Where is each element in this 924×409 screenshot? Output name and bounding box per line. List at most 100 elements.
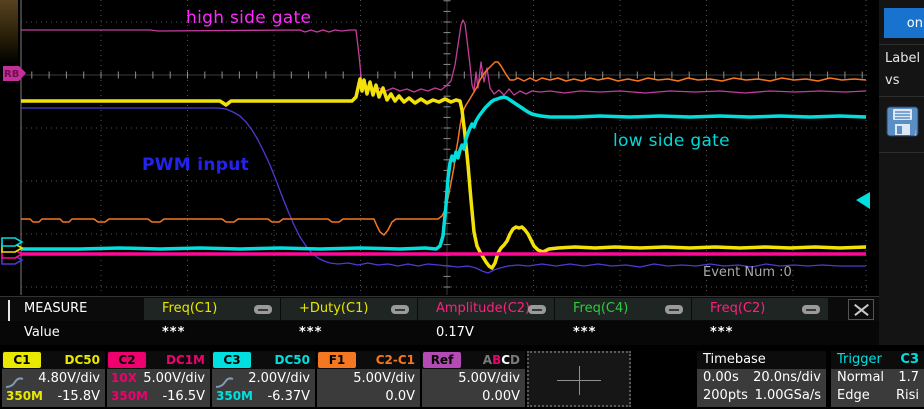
measure-cell-freq-c1[interactable]: Freq(C1) [144, 298, 280, 320]
c2-badge: C2 [108, 352, 146, 368]
ref-b-position-marker[interactable]: RB [3, 66, 26, 81]
timebase-samplerate: 1.00GSa/s [754, 388, 821, 403]
trace-c1-high-gate-drive [21, 77, 867, 270]
timebase-points: 200pts [703, 388, 748, 403]
timebase-scale: 20.0ns/div [753, 370, 821, 385]
measure-value: *** [299, 325, 323, 340]
ref-offset: 0.00V [482, 389, 520, 404]
measure-value: 0.17V [436, 325, 474, 340]
measure-cell-freq-c2[interactable]: Freq(C2) [692, 298, 828, 320]
ref-slots: ABCD [483, 351, 520, 369]
sidebar-item-label[interactable]: Label [885, 51, 921, 66]
c1-bandwidth: 350M [6, 389, 43, 403]
ref-slot-b: B [492, 353, 502, 367]
measure-value: *** [573, 325, 597, 340]
annotation-high-side-gate: high side gate [186, 8, 312, 28]
trigger-type: Edge [837, 388, 870, 403]
measure-cell-amplitude-c2[interactable]: Amplitude(C2) [418, 298, 554, 320]
ref-slot-a: A [482, 353, 493, 367]
c2-probe-atten: 10X [111, 371, 137, 385]
divider [879, 152, 924, 153]
ref-badge: Ref [423, 352, 461, 368]
trigger-level-marker[interactable] [856, 192, 870, 209]
trace-c3-low-side-gate [21, 95, 867, 251]
svg-text:RB: RB [4, 69, 19, 80]
trigger-mode: Normal [837, 370, 885, 385]
annotation-low-side-gate: low side gate [613, 131, 730, 151]
channel-bar: C1 DC50 4.80V/div 350M -15.8V C2 DC1M 10… [0, 345, 924, 409]
measure-value: *** [162, 325, 186, 340]
f1-badge: F1 [318, 352, 356, 368]
corner-glow [0, 0, 18, 64]
c3-coupling: DC50 [274, 353, 310, 367]
right-sidebar: on Label vs ↓ [879, 0, 924, 345]
waveform-traces [21, 19, 867, 274]
measure-panel: MEASURE Freq(C1) +Duty(C1) Amplitude(C2)… [0, 296, 879, 345]
measure-title: MEASURE [24, 301, 88, 316]
measure-remove-button[interactable] [802, 305, 820, 314]
trigger-slope: Risi [895, 388, 919, 403]
measure-remove-button[interactable] [528, 305, 546, 314]
event-num-readout: Event Num :0 [703, 265, 792, 280]
c3-bandwidth: 350M [216, 389, 253, 403]
channel-box-c2[interactable]: C2 DC1M 10X 5.00V/div 350M -16.5V [107, 351, 210, 407]
f1-expression: C2-C1 [375, 353, 415, 367]
svg-text:↓: ↓ [912, 129, 919, 138]
waveform-display[interactable]: RB high side gate PWM input low side gat… [0, 0, 879, 296]
ref-box[interactable]: Ref ABCD 5.00V/div 0.00V [422, 351, 525, 407]
measure-label: +Duty(C1) [299, 301, 369, 316]
c2-coupling: DC1M [165, 353, 205, 367]
measure-label: Amplitude(C2) [436, 301, 531, 316]
divider [879, 44, 924, 45]
channel-box-c3[interactable]: C3 DC50 2.00V/div 350M -6.37V [212, 351, 315, 407]
trigger-source: C3 [900, 352, 919, 367]
annotation-pwm-input: PWM input [142, 155, 250, 175]
sidebar-item-vs[interactable]: vs [885, 73, 900, 88]
divider [879, 96, 924, 97]
measure-header-row: MEASURE Freq(C1) +Duty(C1) Amplitude(C2)… [0, 297, 879, 321]
measure-remove-button[interactable] [254, 305, 272, 314]
trace-f1-c2-minus-c1 [21, 61, 867, 236]
graticule [20, 0, 867, 295]
ref-scale: 5.00V/div [458, 371, 520, 386]
channel-box-c1[interactable]: C1 DC50 4.80V/div 350M -15.8V [2, 351, 105, 407]
measure-close-button[interactable] [848, 299, 874, 320]
c2-offset: -16.5V [162, 389, 205, 404]
trace-ref-high-side-gate [21, 19, 867, 96]
ref-slot-c: C [501, 353, 511, 367]
c2-scale: 5.00V/div [143, 371, 205, 386]
timebase-delay: 0.00s [703, 370, 739, 385]
probe-icon [5, 374, 25, 393]
c3-offset: -6.37V [267, 389, 310, 404]
c1-coupling: DC50 [64, 353, 100, 367]
measure-remove-button[interactable] [665, 305, 683, 314]
measure-remove-button[interactable] [391, 305, 409, 314]
timebase-box[interactable]: Timebase 0.00s 20.0ns/div 200pts 1.00GSa… [697, 351, 826, 407]
timebase-title: Timebase [703, 352, 766, 367]
c3-badge: C3 [213, 352, 251, 368]
measure-value-row: Value *** *** 0.17V *** *** [0, 321, 879, 345]
measure-cell-freq-c4[interactable]: Freq(C4) [555, 298, 691, 320]
trigger-title: Trigger [837, 352, 882, 367]
math-box-f1[interactable]: F1 C2-C1 5.00V/div 0.0V [317, 351, 420, 407]
c2-bandwidth: 350M [111, 389, 148, 403]
c3-level-marker[interactable] [1, 237, 24, 247]
c1-offset: -15.8V [57, 389, 100, 404]
measure-cell-duty-c1[interactable]: +Duty(C1) [281, 298, 417, 320]
c3-scale: 2.00V/div [248, 371, 310, 386]
measure-label: Freq(C1) [162, 301, 218, 316]
c1-scale: 4.80V/div [38, 371, 100, 386]
add-channel-slot[interactable] [527, 351, 631, 407]
trigger-box[interactable]: Trigger C3 Normal 1.7 Edge Risi [831, 351, 924, 407]
on-toggle-button[interactable]: on [884, 8, 924, 38]
value-row-label: Value [24, 325, 60, 340]
trigger-level: 1.7 [898, 370, 919, 385]
markers-layer: RB [1, 66, 870, 265]
measure-value: *** [710, 325, 734, 340]
save-icon[interactable]: ↓ [886, 106, 920, 138]
f1-offset: 0.0V [385, 389, 415, 404]
f1-scale: 5.00V/div [353, 371, 415, 386]
probe-icon [215, 374, 235, 393]
c1-badge: C1 [3, 352, 41, 368]
